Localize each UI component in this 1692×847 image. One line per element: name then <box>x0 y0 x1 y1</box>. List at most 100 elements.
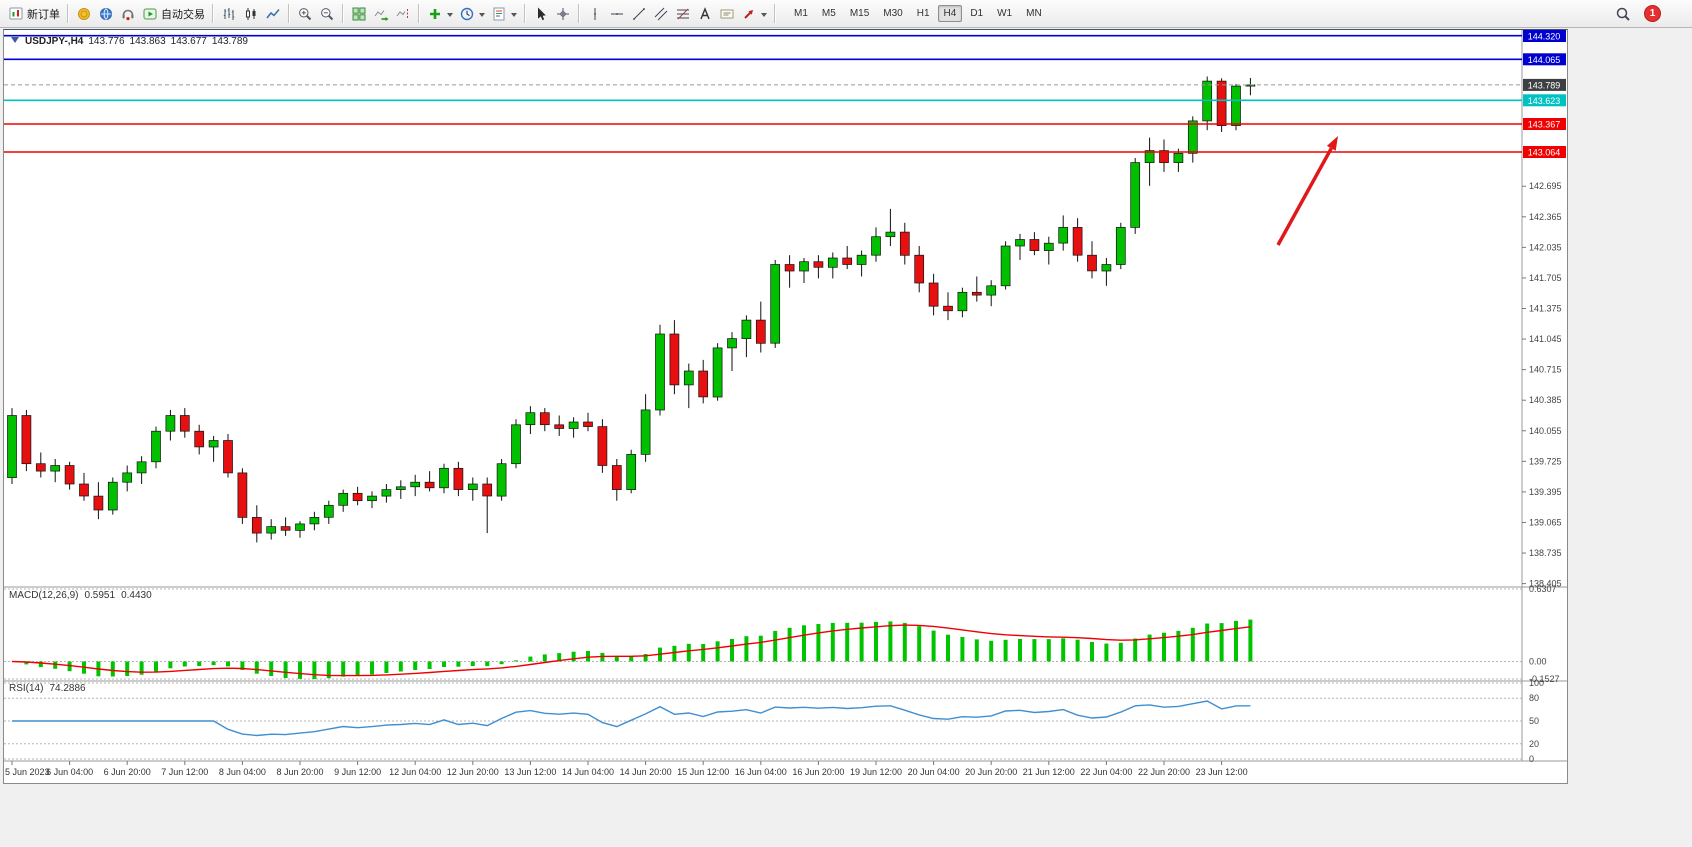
time-axis-label: 22 Jun 20:00 <box>1138 767 1190 777</box>
chart-canvas[interactable]: 142.695 142.365 142.035 141.705 141.375 141.0… <box>4 30 1567 783</box>
price-axis-label: 139.065 <box>1529 517 1562 527</box>
search-button[interactable] <box>1612 3 1634 25</box>
timeframe-button-m15[interactable]: M15 <box>849 8 870 19</box>
candle-body <box>986 285 997 296</box>
candle-body <box>1058 227 1069 244</box>
auto-scroll-button[interactable] <box>370 3 392 25</box>
candle-body <box>7 415 17 478</box>
candle-body <box>755 319 766 344</box>
timeframe-button-m5[interactable]: M5 <box>821 8 836 19</box>
rsi-line <box>12 700 1251 737</box>
candle-body <box>309 517 320 525</box>
chart-shift-button[interactable] <box>392 3 414 25</box>
time-axis-label: 16 Jun 20:00 <box>792 767 844 777</box>
candle-body <box>885 231 896 238</box>
deposit-button[interactable] <box>73 3 95 25</box>
time-axis-label: 5 Jun 2023 <box>5 767 50 777</box>
candle-body <box>367 495 377 502</box>
level-price-label-text: 143.064 <box>1528 148 1561 158</box>
macd-axis-label: -0.1527 <box>1529 674 1560 684</box>
candle-body <box>323 504 334 518</box>
time-axis-label: 20 Jun 20:00 <box>965 767 1017 777</box>
cursor-icon <box>533 6 549 22</box>
candle-body <box>194 430 205 448</box>
candle-body <box>280 526 291 531</box>
candle-body <box>338 492 349 506</box>
trend-arrow[interactable] <box>1276 136 1338 246</box>
indicators-plus-icon <box>427 6 443 22</box>
bar-chart-button[interactable] <box>218 3 240 25</box>
toolbar-separator <box>67 4 69 23</box>
vertical-line-button[interactable] <box>584 3 606 25</box>
price-axis-label: 141.375 <box>1529 304 1562 314</box>
trend-arrow-head[interactable] <box>1326 136 1338 151</box>
toolbar-separator <box>774 4 776 23</box>
indicators-caret-icon <box>447 13 453 20</box>
candle-body <box>1130 162 1141 228</box>
line-chart-icon <box>265 6 281 22</box>
crosshair-button[interactable] <box>552 3 574 25</box>
periods-button[interactable] <box>456 3 488 25</box>
arrows-button[interactable] <box>738 3 770 25</box>
candle-body <box>79 483 89 497</box>
time-axis-label: 23 Jun 12:00 <box>1196 767 1248 777</box>
autotrading-button[interactable]: 自动交易 <box>139 3 208 25</box>
timeframe-button-d1[interactable]: D1 <box>970 8 984 19</box>
new-order-icon <box>8 6 24 22</box>
candle-body <box>1029 239 1040 251</box>
chart-window[interactable]: 142.695 142.365 142.035 141.705 141.375 141.0… <box>3 29 1568 784</box>
time-axis-label: 9 Jun 12:00 <box>334 767 381 777</box>
price-axis-label: 139.725 <box>1529 456 1562 466</box>
tile-windows-button[interactable] <box>348 3 370 25</box>
time-axis-label: 21 Jun 12:00 <box>1023 767 1075 777</box>
timeframe-button-m30[interactable]: M30 <box>883 8 903 19</box>
gold-coins-icon <box>76 6 92 22</box>
cursor-button[interactable] <box>530 3 552 25</box>
chart-info: USDJPY-,H4 143.776 143.863 143.677 143.7… <box>10 35 248 48</box>
toolbar-separator <box>288 4 290 23</box>
trend-arrow-line[interactable] <box>1276 147 1333 246</box>
price-axis-label: 141.705 <box>1529 273 1562 283</box>
text-button[interactable] <box>694 3 716 25</box>
notification-badge[interactable]: 1 <box>1644 5 1661 22</box>
price-axis-label: 142.365 <box>1529 212 1562 222</box>
templates-button[interactable] <box>488 3 520 25</box>
arrows-icon <box>741 6 757 22</box>
indicators-button[interactable] <box>424 3 456 25</box>
timeframe-button-mn[interactable]: MN <box>1026 8 1042 19</box>
price-axis-label: 138.405 <box>1529 579 1562 589</box>
candle-body <box>611 465 622 490</box>
candle-body <box>251 517 262 534</box>
community-button[interactable] <box>95 3 117 25</box>
fibonacci-button[interactable] <box>672 3 694 25</box>
horizontal-line-button[interactable] <box>606 3 628 25</box>
support-button[interactable] <box>117 3 139 25</box>
channel-button[interactable] <box>650 3 672 25</box>
toolbar-separator <box>212 4 214 23</box>
zoom-in-button[interactable] <box>294 3 316 25</box>
level-price-label <box>1523 53 1566 66</box>
timeframe-button-w1[interactable]: W1 <box>997 8 1013 19</box>
text-label-button[interactable] <box>716 3 738 25</box>
line-chart-button[interactable] <box>262 3 284 25</box>
zoom-out-button[interactable] <box>316 3 338 25</box>
candle-body <box>136 461 147 474</box>
zoom-in-icon <box>297 6 313 22</box>
candlestick-chart-icon <box>243 6 259 22</box>
candle-body <box>21 415 32 465</box>
timeframe-button-h1[interactable]: H1 <box>916 8 930 19</box>
timeframe-button-h4[interactable]: H4 <box>937 5 963 22</box>
candlestick-chart-button[interactable] <box>240 3 262 25</box>
candle-body <box>583 421 593 427</box>
price-axis-label: 140.385 <box>1529 395 1562 405</box>
candle-body <box>439 467 449 489</box>
arrows-caret-icon <box>761 13 767 20</box>
rsi-axis-label: 100 <box>1529 678 1544 688</box>
trendline-button[interactable] <box>628 3 650 25</box>
new-order-button[interactable]: 新订单 <box>5 3 63 25</box>
candle-body <box>107 481 118 511</box>
candle-body <box>669 333 680 386</box>
timeframe-button-m1[interactable]: M1 <box>794 8 808 19</box>
